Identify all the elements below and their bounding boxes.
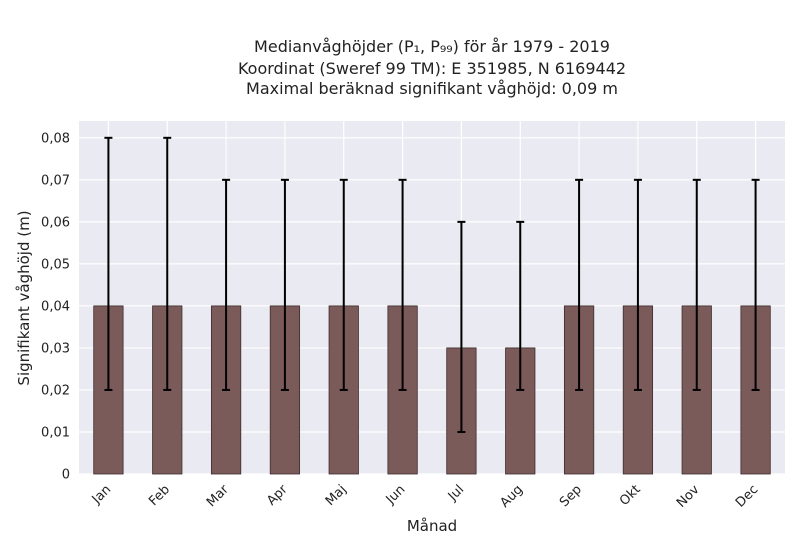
title-line-3: Maximal beräknad signifikant våghöjd: 0,… — [246, 79, 618, 98]
y-tick-label: 0,03 — [41, 341, 70, 356]
x-tick-label-feb: Feb — [146, 482, 173, 509]
plot-area — [79, 121, 785, 474]
error-bar-jul — [457, 220, 466, 433]
error-bars — [104, 136, 760, 433]
error-bar-okt — [633, 178, 642, 391]
error-bar-aug — [516, 220, 525, 391]
error-bar-sep — [575, 178, 584, 391]
x-axis-label: Månad — [407, 517, 457, 535]
chart-title: Medianvåghöjder (P₁, P₉₉) för år 1979 - … — [238, 37, 626, 98]
error-bar-mar — [222, 178, 231, 391]
y-tick-label: 0,06 — [41, 215, 70, 230]
y-axis-ticks: 0 0,01 0,02 0,03 0,04 0,05 0,06 0,07 0,08 — [41, 131, 70, 482]
error-bar-nov — [692, 178, 701, 391]
y-axis-label: Signifikant våghöjd (m) — [15, 210, 33, 385]
y-tick-label: 0,01 — [41, 425, 70, 440]
y-tick-label: 0 — [62, 468, 70, 483]
y-tick-label: 0,07 — [41, 173, 70, 188]
error-bar-apr — [280, 178, 289, 391]
y-tick-label: 0,04 — [41, 299, 70, 314]
x-tick-label-apr: Apr — [264, 482, 291, 509]
x-tick-label-nov: Nov — [674, 482, 703, 511]
x-tick-label-jun: Jun — [383, 482, 409, 508]
error-bar-maj — [339, 178, 348, 391]
x-tick-label-dec: Dec — [733, 482, 761, 510]
error-bar-dec — [751, 178, 760, 391]
x-tick-label-jan: Jan — [89, 482, 114, 507]
error-bar-feb — [163, 136, 172, 391]
title-line-1: Medianvåghöjder (P₁, P₉₉) för år 1979 - … — [254, 37, 610, 56]
x-tick-label-okt: Okt — [617, 482, 644, 509]
y-tick-label: 0,05 — [41, 257, 70, 272]
x-tick-label-jul: Jul — [445, 482, 467, 504]
x-tick-label-sep: Sep — [557, 482, 585, 510]
title-line-2: Koordinat (Sweref 99 TM): E 351985, N 61… — [238, 59, 626, 78]
error-bar-jun — [398, 178, 407, 391]
x-tick-label-maj: Maj — [323, 482, 350, 509]
error-bar-jan — [104, 136, 113, 391]
x-axis-ticks: Jan Feb Mar Apr Maj Jun Jul Aug Sep Okt Nov Dec — [89, 482, 762, 511]
x-tick-label-aug: Aug — [498, 482, 527, 511]
y-tick-label: 0,02 — [41, 383, 70, 398]
y-tick-label: 0,08 — [41, 131, 70, 146]
x-tick-label-mar: Mar — [204, 482, 232, 510]
